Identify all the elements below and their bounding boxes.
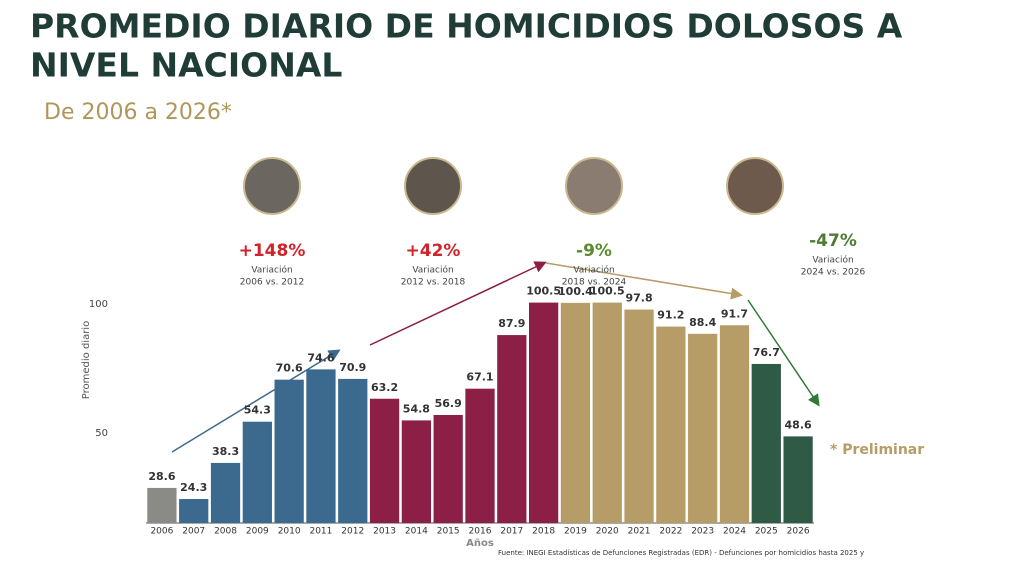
value-label: 38.3	[212, 445, 239, 458]
variation-range: 2024 vs. 2026	[801, 268, 866, 278]
x-tick-label: 2019	[564, 527, 587, 537]
bar	[497, 335, 527, 523]
portrait	[243, 157, 301, 215]
bar	[465, 388, 495, 523]
variation-range: 2018 vs. 2024	[562, 278, 627, 288]
trend-arrow	[171, 349, 341, 453]
bar	[751, 363, 781, 523]
bar	[688, 333, 718, 523]
variation-label: Variación	[812, 255, 853, 266]
portrait	[726, 157, 784, 215]
chart-title: NIVEL NACIONAL	[30, 46, 342, 85]
value-label: 54.3	[244, 404, 271, 417]
source: Fuente: INEGI Estadísticas de Defuncione…	[498, 549, 864, 557]
variation-label: Variación	[412, 265, 453, 276]
variation-label: Variación	[251, 265, 292, 276]
value-label: 28.6	[148, 470, 175, 483]
value-label: 91.2	[657, 309, 684, 322]
x-tick-label: 2015	[437, 527, 460, 537]
variation-range: 2006 vs. 2012	[240, 278, 304, 288]
note: * Preliminar	[830, 442, 924, 458]
x-tick-label: 2010	[278, 527, 301, 537]
bar	[560, 302, 591, 523]
variation-value: +148%	[239, 241, 306, 261]
bar	[783, 436, 813, 523]
portrait	[404, 157, 462, 215]
bar	[210, 462, 241, 523]
bar	[656, 326, 686, 523]
x-tick-label: 2006	[150, 527, 173, 537]
value-label: 54.8	[403, 402, 430, 415]
value-label: 76.7	[753, 346, 780, 359]
value-label: 88.4	[689, 316, 716, 329]
value-label: 48.6	[785, 418, 812, 431]
value-label: 100.4	[558, 285, 593, 298]
bar	[401, 420, 432, 523]
bar	[338, 378, 368, 523]
portrait	[565, 157, 623, 215]
x-tick-label: 2021	[628, 527, 651, 537]
trend-arrow	[747, 299, 820, 407]
x-tick-label: 2023	[691, 527, 714, 537]
value-label: 97.8	[625, 292, 652, 305]
bar	[274, 379, 304, 523]
value-label: 56.9	[435, 397, 462, 410]
value-label: 100.5	[590, 285, 625, 298]
portraits	[243, 157, 784, 215]
trend-arrow	[369, 261, 547, 346]
bar	[179, 499, 209, 523]
y-tick-label: 100	[89, 299, 108, 310]
bar	[369, 398, 400, 523]
x-tick-label: 2024	[723, 527, 746, 537]
variation-value: +42%	[406, 241, 461, 261]
bar	[528, 302, 559, 523]
x-tick-label: 2009	[246, 527, 269, 537]
trend-arrows	[171, 261, 820, 453]
x-tick-label: 2016	[469, 527, 492, 537]
bar	[306, 369, 336, 523]
trend-arrow	[545, 262, 743, 300]
bar	[624, 309, 654, 523]
bar	[242, 421, 272, 523]
chart-subtitle: De 2006 a 2026*	[44, 100, 232, 125]
bar	[433, 414, 463, 523]
x-tick-label: 2012	[341, 527, 364, 537]
value-label: 70.9	[339, 361, 366, 374]
value-label: 63.2	[371, 381, 398, 394]
x-tick-label: 2007	[182, 527, 205, 537]
value-label: 87.9	[498, 317, 525, 330]
chart-title: PROMEDIO DIARIO DE HOMICIDIOS DOLOSOS A	[30, 7, 903, 46]
bar	[719, 325, 750, 523]
variation-range: 2012 vs. 2018	[401, 278, 466, 288]
x-tick-label: 2008	[214, 527, 237, 537]
x-tick-label: 2022	[659, 527, 682, 537]
x-tick-label: 2011	[309, 527, 332, 537]
variation-label: Variación	[573, 265, 614, 276]
variation-value: -47%	[809, 231, 857, 251]
bar	[592, 302, 622, 523]
x-tick-label: 2025	[755, 527, 778, 537]
x-tick-label: 2013	[373, 527, 396, 537]
x-tick-label: 2014	[405, 527, 428, 537]
bar	[147, 487, 177, 523]
y-tick-label: 50	[95, 428, 108, 439]
value-label: 91.7	[721, 307, 748, 320]
x-tick-label: 2026	[787, 527, 810, 537]
value-label: 67.1	[466, 371, 493, 384]
variation-value: -9%	[576, 241, 612, 261]
value-label: 74.6	[307, 351, 334, 364]
value-label: 24.3	[180, 481, 207, 494]
value-label: 70.6	[276, 362, 303, 375]
y-axis-label: Promedio diario	[81, 321, 92, 399]
x-tick-label: 2017	[500, 527, 523, 537]
x-axis-label: Años	[466, 538, 494, 549]
x-tick-label: 2020	[596, 527, 619, 537]
x-tick-label: 2018	[532, 527, 555, 537]
value-label: 100.5	[526, 285, 561, 298]
